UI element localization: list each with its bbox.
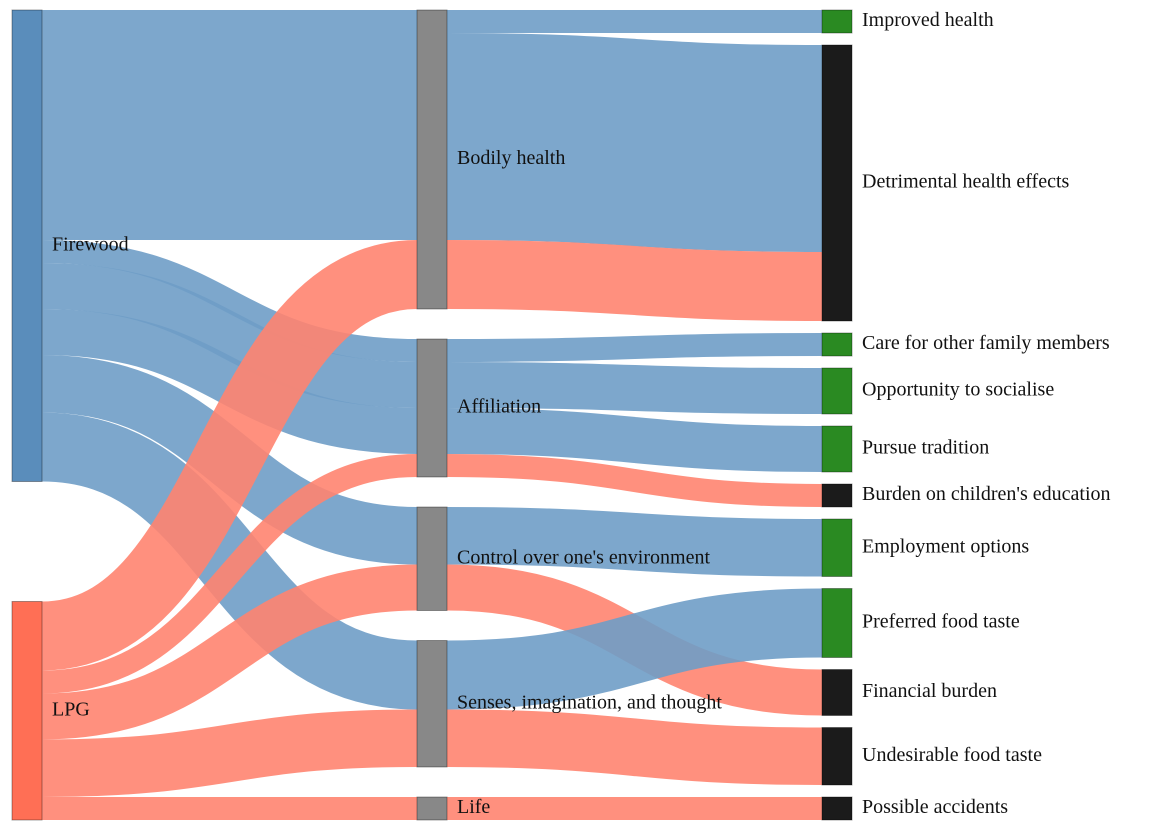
link	[41, 240, 418, 362]
link	[446, 362, 823, 414]
node-label: Senses, imagination, and thought	[457, 691, 722, 713]
link	[446, 507, 823, 577]
node-label: Opportunity to socialise	[862, 379, 1054, 401]
nodes: Firewood LPG Bodily health Affiliation Contr…	[11, 9, 1111, 821]
node	[821, 669, 853, 716]
node	[821, 367, 853, 415]
node-label: Undesirable food taste	[862, 744, 1042, 766]
node-label: Improved health	[862, 9, 994, 31]
link	[446, 408, 823, 472]
node-label: Firewood	[52, 233, 129, 255]
link	[446, 454, 823, 507]
node	[821, 425, 853, 473]
node	[821, 518, 853, 577]
node	[416, 338, 448, 478]
link	[41, 709, 418, 797]
link	[446, 709, 823, 785]
node	[416, 506, 448, 611]
link	[40, 240, 419, 671]
node-label: Control over one's environment	[457, 546, 710, 568]
node-label: Preferred food taste	[862, 611, 1020, 633]
node	[821, 483, 853, 508]
node	[416, 640, 448, 768]
node	[821, 796, 853, 821]
node	[11, 9, 43, 482]
node-label: Care for other family members	[862, 332, 1110, 354]
node	[11, 601, 43, 821]
node	[821, 9, 853, 34]
node-label: Detrimental health effects	[862, 171, 1070, 193]
node-label: Life	[457, 796, 490, 818]
link	[41, 263, 418, 408]
link	[446, 333, 823, 362]
link	[41, 564, 418, 740]
node	[416, 9, 448, 310]
node-label: Possible accidents	[862, 796, 1008, 818]
links	[40, 9, 823, 821]
link	[41, 309, 418, 454]
node	[821, 727, 853, 786]
node-label: Burden on children's education	[862, 483, 1111, 505]
link	[41, 454, 418, 694]
node-label: Financial burden	[862, 680, 997, 702]
node	[821, 588, 853, 658]
node-label: Pursue tradition	[862, 437, 989, 459]
node-label: LPG	[52, 698, 90, 720]
link	[446, 588, 823, 710]
node	[821, 44, 853, 322]
node	[416, 796, 448, 821]
node-label: Bodily health	[457, 147, 565, 169]
link	[446, 33, 823, 252]
node	[821, 332, 853, 357]
link	[446, 240, 823, 321]
node-label: Employment options	[862, 535, 1029, 557]
node-label: Affiliation	[457, 396, 541, 418]
